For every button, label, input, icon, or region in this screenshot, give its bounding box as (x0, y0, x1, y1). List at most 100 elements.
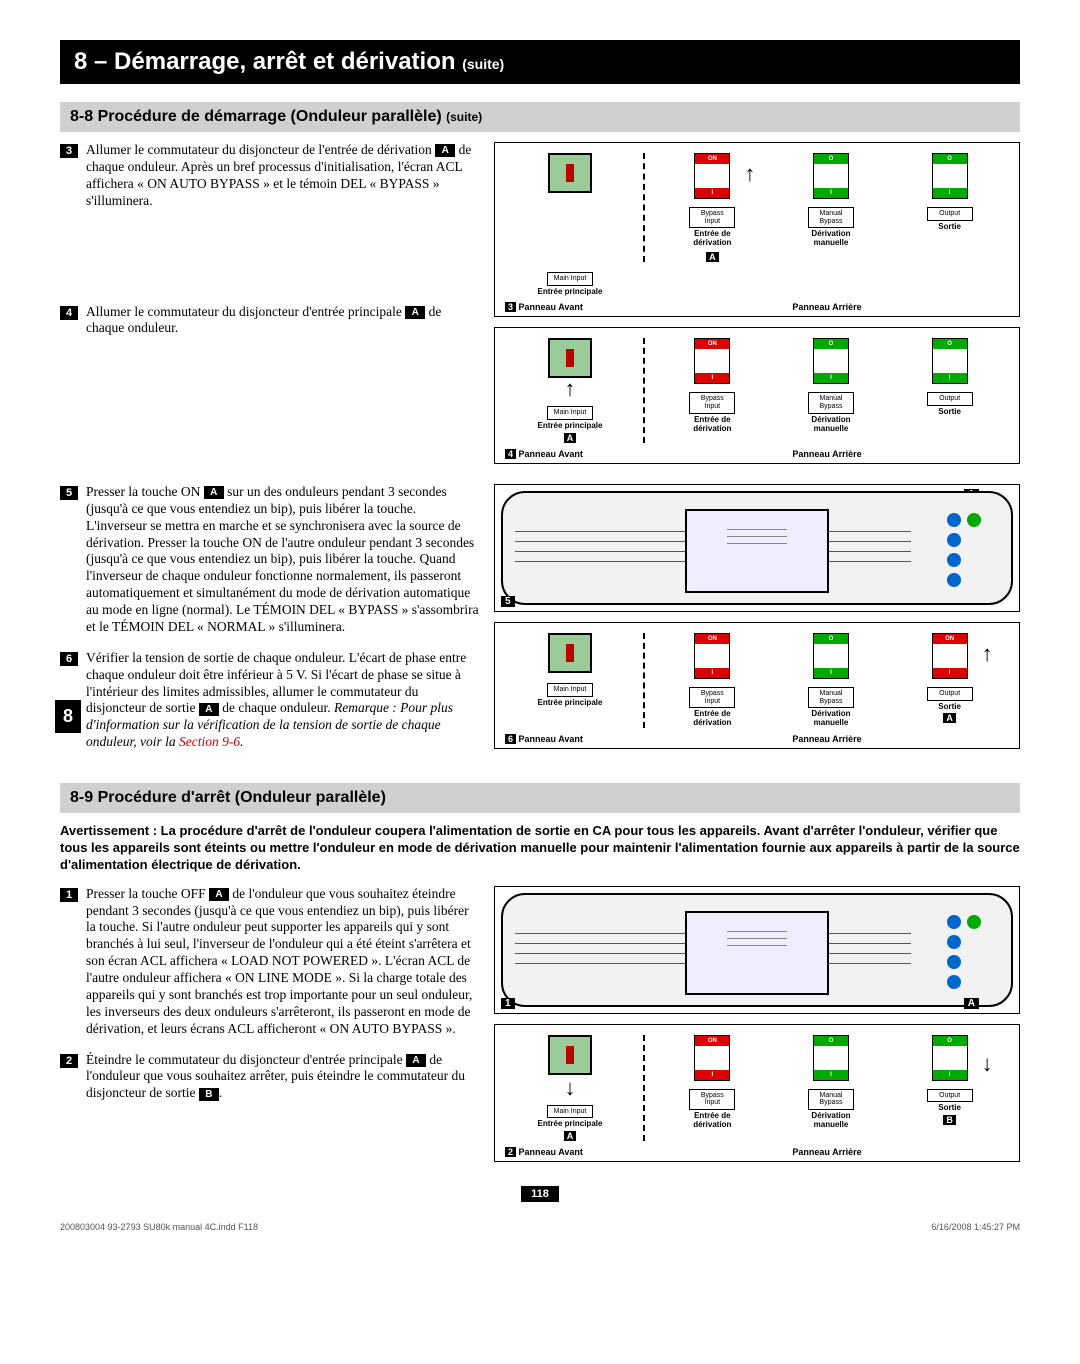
main-input-box: Main Input (547, 406, 593, 420)
arrow-up-icon: ↑ (982, 641, 993, 667)
rear-panel-label: Panneau Arrière (645, 302, 1009, 312)
step-89-1-number: 1 (60, 888, 78, 902)
bypass-input-label-fr: Entrée de dérivation (677, 230, 747, 248)
manual-bypass-switch: OI (813, 338, 849, 384)
led-blue (947, 513, 961, 527)
lcd-screen-icon (548, 1035, 592, 1075)
manual-bypass-label-fr: Dérivation manuelle (796, 230, 866, 248)
rear-panel-label: Panneau Arrière (645, 449, 1009, 459)
lcd-screen-icon (548, 633, 592, 673)
ref-a: A (405, 306, 425, 319)
output-box: Output (927, 687, 973, 701)
section-8-8-header: 8-8 Procédure de démarrage (Onduleur par… (60, 102, 1020, 132)
manual-bypass-switch: OI (813, 153, 849, 199)
lcd-screen-icon (548, 338, 592, 378)
output-label-fr: Sortie (938, 703, 961, 712)
step-5-number: 5 (60, 486, 78, 500)
bypass-input-box: Bypass Input (689, 392, 735, 413)
chapter-number: 8 (74, 48, 87, 75)
manual-bypass-box: Manual Bypass (808, 687, 854, 708)
panel-num-1: 1 (501, 998, 515, 1009)
rear-panel-label: Panneau Arrière (645, 734, 1009, 744)
manual-bypass-box: Manual Bypass (808, 207, 854, 228)
manual-bypass-switch: OI (813, 633, 849, 679)
arrow-down-icon: ↓ (982, 1051, 993, 1077)
arrow-up-icon: ↑ (565, 376, 576, 402)
output-label-fr: Sortie (938, 1104, 961, 1113)
section-link-9-6: Section 9-6 (179, 734, 240, 749)
manual-bypass-box: Manual Bypass (808, 392, 854, 413)
footer: 200803004 93-2793 SU80k manual 4C.indd F… (60, 1222, 1020, 1232)
section-8-9-title: 8-9 Procédure d'arrêt (Onduleur parallèl… (70, 789, 386, 806)
output-box: Output (927, 392, 973, 406)
output-box: Output (927, 1089, 973, 1103)
marker-b: B (943, 1115, 956, 1125)
output-label-fr: Sortie (938, 408, 961, 417)
step-4-number: 4 (60, 306, 78, 320)
main-input-label-fr: Entrée principale (538, 1120, 603, 1129)
panel-num-3: 3 (505, 302, 516, 312)
panel-num-6: 6 (505, 734, 516, 744)
main-input-label-fr: Entrée principale (538, 699, 603, 708)
led-blue (947, 955, 961, 969)
output-switch: OI (932, 153, 968, 199)
front-panel-label: Panneau Avant (519, 1147, 583, 1157)
marker-a: A (964, 998, 979, 1009)
step-3-text: Allumer le commutateur du disjoncteur de… (86, 142, 480, 210)
diagram-panel-4: ↑ Main Input Entrée principale A ONI Byp… (494, 327, 1020, 463)
output-switch: OI (932, 338, 968, 384)
step-3-number: 3 (60, 144, 78, 158)
bypass-input-label-fr: Entrée de dérivation (677, 416, 747, 434)
step-4: 4 Allumer le commutateur du disjoncteur … (60, 304, 480, 338)
chapter-title: Démarrage, arrêt et dérivation (114, 48, 455, 75)
ref-a: A (209, 888, 229, 901)
bypass-input-switch: ONI (694, 338, 730, 384)
marker-a: A (706, 252, 719, 262)
diagram-panel-3: ONI ↑ Bypass Input Entrée de dérivation … (494, 142, 1020, 317)
section-8-8-title: 8-8 Procédure de démarrage (Onduleur par… (70, 108, 442, 125)
main-input-label-fr: Entrée principale (538, 288, 603, 297)
step-5: 5 Presser la touche ON A sur un des ondu… (60, 484, 480, 636)
output-label-fr: Sortie (938, 223, 961, 232)
step-6-number: 6 (60, 652, 78, 666)
main-input-label-fr: Entrée principale (538, 422, 603, 431)
marker-a: A (943, 713, 956, 723)
step-3: 3 Allumer le commutateur du disjoncteur … (60, 142, 480, 210)
ups-front-diagram-5: A (494, 484, 1020, 612)
manual-bypass-switch: OI (813, 1035, 849, 1081)
footer-right: 6/16/2008 1:45:27 PM (931, 1222, 1020, 1232)
chapter-suite: (suite) (462, 56, 504, 72)
output-switch: ONI (932, 633, 968, 679)
main-input-box: Main Input (547, 1105, 593, 1119)
front-panel-label: Panneau Avant (519, 734, 583, 744)
ups-buttons (947, 513, 981, 593)
page-number: 118 (521, 1186, 559, 1202)
step-89-2: 2 Éteindre le commutateur du disjoncteur… (60, 1052, 480, 1103)
bypass-input-switch: ONI (694, 633, 730, 679)
step-89-2-number: 2 (60, 1054, 78, 1068)
step-89-2-text: Éteindre le commutateur du disjoncteur d… (86, 1052, 480, 1103)
step-5-text: Presser la touche ON A sur un des ondule… (86, 484, 480, 636)
main-input-box: Main Input (547, 272, 593, 286)
side-tab: 8 (55, 700, 81, 733)
output-switch: OI (932, 1035, 968, 1081)
chapter-header: 8 – Démarrage, arrêt et dérivation (suit… (60, 40, 1020, 84)
step-89-1: 1 Presser la touche OFF A de l'onduleur … (60, 886, 480, 1038)
bypass-input-label-fr: Entrée de dérivation (677, 710, 747, 728)
led-blue (947, 935, 961, 949)
manual-bypass-box: Manual Bypass (808, 1089, 854, 1110)
bypass-input-box: Bypass Input (689, 1089, 735, 1110)
panel-num-5: 5 (501, 596, 515, 607)
bypass-input-switch: ONI (694, 1035, 730, 1081)
ref-a: A (406, 1054, 426, 1067)
diagram-panel-89-2: ↓ Main Input Entrée principale A ONI Byp… (494, 1024, 1020, 1162)
ref-a: A (435, 144, 455, 157)
marker-a: A (564, 1131, 577, 1141)
bypass-input-switch: ONI (694, 153, 730, 199)
section-8-9-warning: Avertissement : La procédure d'arrêt de … (60, 823, 1020, 874)
front-panel-label: Panneau Avant (519, 302, 583, 312)
diagram-panel-6: Main Input Entrée principale ONI Bypass … (494, 622, 1020, 749)
bypass-input-box: Bypass Input (689, 207, 735, 228)
step-6: 6 Vérifier la tension de sortie de chaqu… (60, 650, 480, 751)
rear-panel-label: Panneau Arrière (645, 1147, 1009, 1157)
